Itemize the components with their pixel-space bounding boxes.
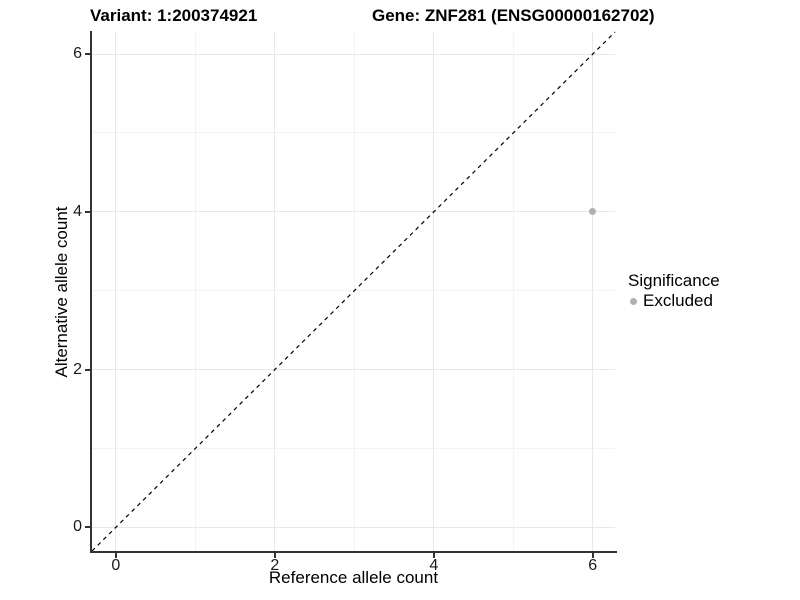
y-major-gridline (92, 53, 615, 55)
y-tick-label: 2 (73, 360, 82, 378)
x-major-gridline (115, 32, 117, 551)
y-tick-label: 4 (73, 202, 82, 220)
y-axis-line (90, 31, 92, 553)
x-axis-tick (273, 553, 276, 558)
x-minor-gridline (512, 32, 514, 551)
y-minor-gridline (92, 447, 615, 449)
legend-item-label: Excluded (643, 291, 713, 310)
x-minor-gridline (194, 32, 196, 551)
legend-title: Significance (628, 271, 720, 290)
y-major-gridline (92, 526, 615, 528)
x-tick-label: 0 (111, 557, 121, 574)
y-axis-tick (85, 526, 90, 529)
plot-title-variant: Variant: 1:200374921 (90, 6, 258, 25)
x-axis-tick (591, 553, 594, 558)
y-major-gridline (92, 211, 615, 213)
y-axis-tick (85, 210, 90, 213)
x-major-gridline (433, 32, 435, 551)
scatter-point-excluded (589, 208, 597, 216)
excluded-point-swatch-icon (630, 297, 637, 305)
legend-item-excluded: Excluded (628, 291, 720, 311)
x-axis-line (90, 551, 617, 553)
x-axis-tick (432, 553, 435, 558)
x-minor-gridline (353, 32, 355, 551)
y-tick-label: 0 (73, 518, 82, 536)
legend: Significance Excluded (628, 271, 720, 311)
y-minor-gridline (92, 290, 615, 292)
x-major-gridline (274, 32, 276, 551)
x-major-gridline (592, 32, 594, 551)
x-tick-label: 2 (270, 557, 280, 574)
y-minor-gridline (92, 132, 615, 134)
x-axis-title: Reference allele count (268, 568, 439, 587)
x-tick-label: 4 (429, 557, 439, 574)
y-axis-tick (85, 53, 90, 56)
y-axis-tick (85, 368, 90, 371)
x-tick-label: 6 (588, 557, 598, 574)
plot-title-gene: Gene: ZNF281 (ENSG00000162702) (372, 6, 655, 25)
y-tick-label: 6 (73, 45, 82, 63)
y-axis-title: Alternative allele count (52, 206, 71, 378)
y-major-gridline (92, 369, 615, 371)
x-axis-tick (114, 553, 117, 558)
